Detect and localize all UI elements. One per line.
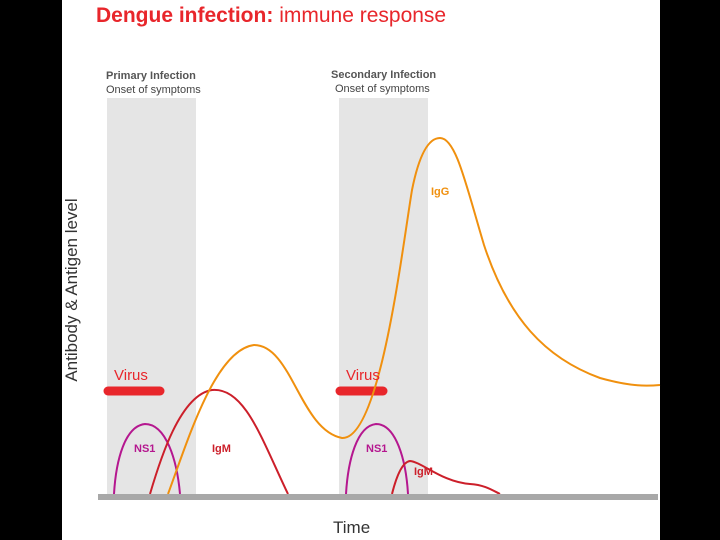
primary-sub: Onset of symptoms: [106, 84, 201, 96]
title-light: immune response: [279, 4, 447, 27]
igm-label-primary: IgM: [212, 443, 231, 455]
virus-label-secondary: Virus: [346, 367, 380, 384]
ns1-label-secondary: NS1: [366, 443, 388, 455]
secondary-onset-band: [339, 98, 428, 494]
secondary-sub: Onset of symptoms: [335, 83, 430, 95]
virus-label-primary: Virus: [114, 367, 148, 384]
x-axis-label: Time: [333, 518, 371, 537]
igg-label: IgG: [431, 186, 450, 198]
primary-onset-band: [107, 98, 196, 494]
page-title: Dengue infection: immune response: [96, 4, 446, 28]
primary-heading: Primary Infection: [106, 70, 196, 82]
igm-label-secondary: IgM: [414, 466, 433, 478]
primary-infection-label: Primary Infection Onset of symptoms: [106, 69, 201, 97]
ns1-curve-primary: [113, 422, 181, 495]
secondary-heading: Secondary Infection: [331, 69, 437, 81]
ns1-label-primary: NS1: [134, 443, 156, 455]
igm-curve-primary: [149, 388, 289, 495]
y-axis-label: Antibody & Antigen level: [62, 198, 81, 382]
secondary-infection-label: Secondary Infection Onset of symptoms: [331, 68, 436, 96]
igm-curve-secondary: [391, 459, 501, 495]
igg-curve: [167, 136, 661, 495]
title-bold: Dengue infection:: [96, 4, 274, 27]
